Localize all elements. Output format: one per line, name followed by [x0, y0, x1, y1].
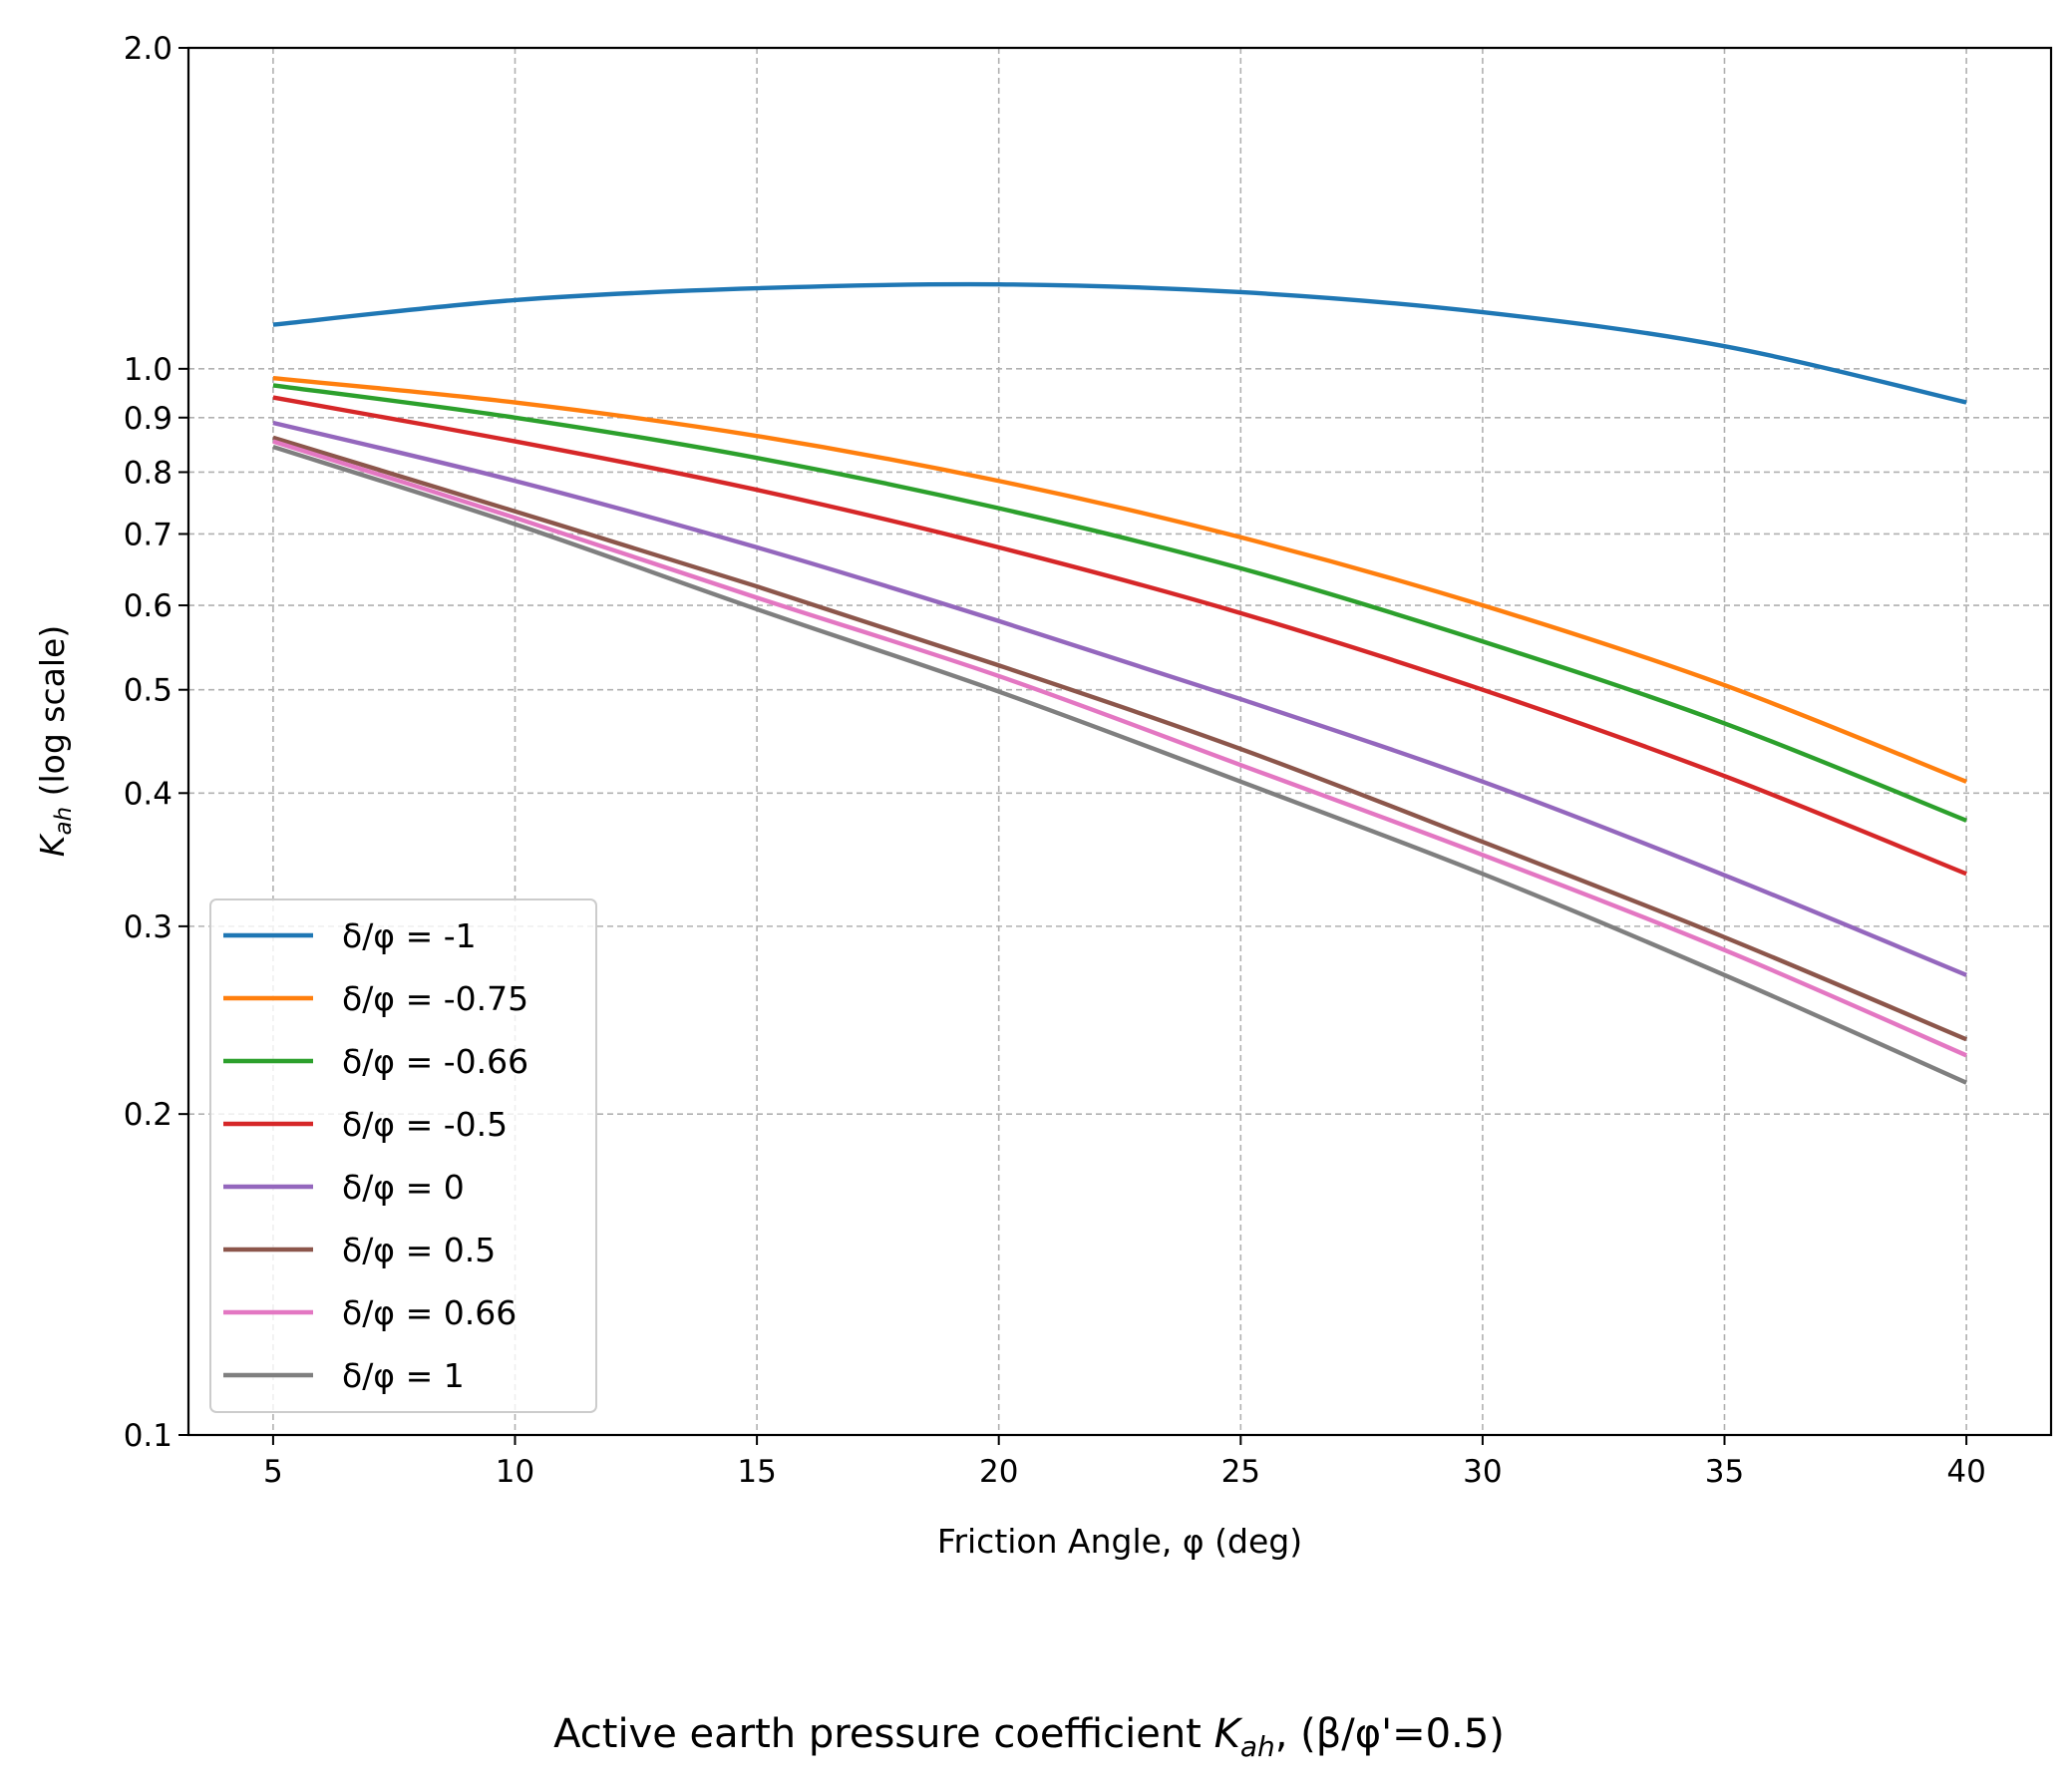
- y-tick-label: 0.8: [124, 455, 173, 491]
- x-tick-label: 20: [979, 1454, 1018, 1490]
- series-line-2: [272, 383, 1967, 823]
- ticks-layer: 5 10 15 20 25 30 35 40 0.1 0.2 0.3 0.4 0.5 0.6 0.7 0.8 0…: [124, 31, 1986, 1490]
- y-tick-label: 0.3: [124, 909, 173, 945]
- legend-label: δ/φ = -0.75: [342, 979, 528, 1018]
- y-tick-label: 0.4: [124, 776, 173, 812]
- series-layer: [272, 281, 1967, 1085]
- y-tick-label: 1.0: [124, 352, 173, 388]
- y-tick-label: 2.0: [124, 31, 173, 67]
- x-tick-label: 10: [496, 1454, 534, 1490]
- legend-label: δ/φ = 0.5: [342, 1231, 496, 1269]
- series-line-0: [272, 281, 1967, 405]
- series-line-1: [272, 376, 1967, 784]
- x-tick-label: 15: [737, 1454, 776, 1490]
- caption-main: K: [1214, 1711, 1243, 1757]
- x-tick-label: 40: [1946, 1454, 1985, 1490]
- legend-label: δ/φ = 0.66: [342, 1293, 517, 1332]
- legend-label: δ/φ = 0: [342, 1168, 465, 1207]
- series-line-5: [272, 435, 1967, 1042]
- chart-caption: Active earth pressure coefficient Kah, (…: [553, 1711, 1505, 1763]
- plot-frame: [186, 46, 2053, 1437]
- caption-suffix: , (β/φ'=0.5): [1275, 1711, 1505, 1757]
- y-tick-label: 0.6: [124, 588, 173, 624]
- legend-frame: [209, 898, 597, 1413]
- y-axis-label-main: K: [33, 833, 72, 857]
- legend-label: δ/φ = -1: [342, 916, 477, 955]
- y-tick-label: 0.7: [124, 517, 173, 552]
- y-axis-label-sub: ah: [51, 807, 77, 836]
- y-tick-label: 0.9: [124, 401, 173, 437]
- series-line-7: [272, 444, 1967, 1085]
- x-tick-label: 25: [1221, 1454, 1260, 1490]
- x-tick-label: 30: [1463, 1454, 1502, 1490]
- legend-label: δ/φ = 1: [342, 1356, 465, 1395]
- x-tick-label: 35: [1705, 1454, 1744, 1490]
- series-line-3: [272, 395, 1967, 877]
- x-axis-label: Friction Angle, φ (deg): [937, 1522, 1302, 1561]
- caption-prefix: Active earth pressure coefficient: [553, 1711, 1213, 1757]
- y-tick-label: 0.2: [124, 1097, 173, 1133]
- y-tick-label: 0.1: [124, 1418, 173, 1454]
- caption-sub: ah: [1240, 1730, 1275, 1763]
- x-tick-label: 5: [263, 1454, 283, 1490]
- legend-label: δ/φ = -0.66: [342, 1042, 528, 1081]
- y-axis-label-suffix: (log scale): [33, 625, 72, 807]
- series-line-4: [272, 420, 1967, 977]
- legend-label: δ/φ = -0.5: [342, 1105, 508, 1144]
- series-line-6: [272, 439, 1967, 1058]
- y-tick-label: 0.5: [124, 673, 173, 709]
- legend: δ/φ = -1 δ/φ = -0.75 δ/φ = -0.66 δ/φ = -0.5…: [209, 898, 597, 1413]
- y-axis-label: Kah (log scale): [33, 625, 77, 857]
